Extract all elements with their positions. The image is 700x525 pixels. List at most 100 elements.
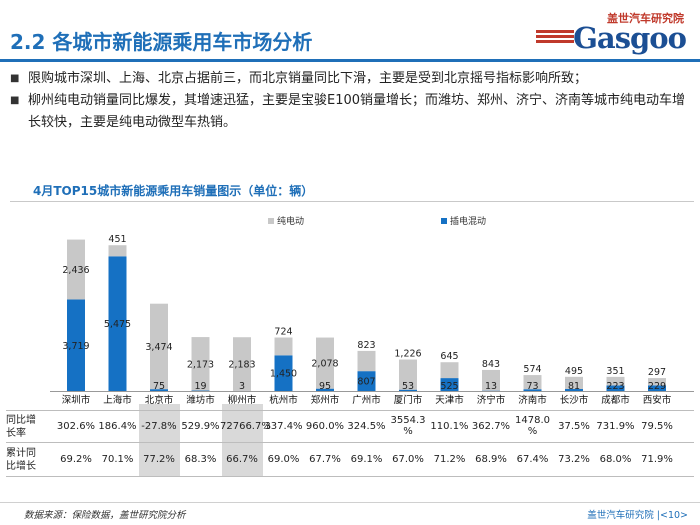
- data-label-ev: 2,436: [62, 265, 89, 276]
- data-label-ev: 2,173: [187, 359, 214, 370]
- x-tick-label: 北京市: [145, 394, 174, 406]
- table-cell-line: 67.7%: [309, 454, 341, 465]
- table-row-label-line: 长率: [6, 428, 26, 439]
- table-cell: 731.9%: [594, 421, 638, 432]
- bar-ev-3: [150, 303, 168, 390]
- table-cell-line: %: [403, 426, 413, 437]
- bar-phev-14: [606, 385, 625, 391]
- table-cell: 186.4%: [96, 421, 140, 432]
- x-tick-label: 广州市: [352, 394, 381, 406]
- shaded-column: [139, 404, 180, 476]
- bullet-square-icon: ■: [10, 73, 20, 84]
- table-cell: 1478.0%: [511, 415, 555, 437]
- table-rule: [6, 410, 694, 411]
- table-row-label: 同比增 长率: [6, 414, 36, 440]
- data-source: 数据来源：保险数据，盖世研究院分析: [24, 510, 186, 521]
- table-cell-line: 79.5%: [641, 421, 673, 432]
- table-cell-line: 73.2%: [558, 454, 590, 465]
- footer-divider: [0, 502, 700, 503]
- table-cell-line: 302.6%: [56, 421, 96, 432]
- table-cell: 71.2%: [428, 454, 472, 465]
- table-cell-line: 70.1%: [101, 454, 134, 465]
- bar-phev-12: [523, 389, 542, 391]
- x-tick-label: 西安市: [643, 394, 672, 406]
- data-label-ev: 451: [108, 234, 126, 245]
- bar-phev-7: [316, 388, 334, 391]
- table-cell-line: 69.2%: [60, 454, 92, 465]
- x-tick-label: 成都市: [601, 394, 630, 406]
- table-cell: 529.9%: [179, 421, 223, 432]
- table-cell-line: 71.9%: [641, 454, 673, 465]
- bar-phev-15: [648, 385, 666, 391]
- x-tick-label: 济宁市: [477, 394, 506, 406]
- bullet-square-icon: ■: [10, 95, 20, 106]
- table-cell-line: 324.5%: [347, 421, 386, 432]
- bullet-item: ■ 限购城市深圳、上海、北京占据前三，而北京销量同比下滑，主要是受到北京摇号指标…: [10, 68, 692, 90]
- table-row-label-line: 比增长: [6, 461, 36, 472]
- data-label-ev: 3,474: [145, 342, 172, 353]
- bar-phev-8: [357, 371, 376, 391]
- table-cell-line: 72766.7%: [220, 421, 271, 432]
- data-label-ev: 351: [606, 366, 624, 377]
- x-tick-label: 杭州市: [269, 394, 298, 406]
- bar-ev-10: [440, 362, 459, 379]
- bar-ev-13: [565, 376, 583, 390]
- legend-label: 纯电动: [277, 215, 304, 227]
- table-cell: 69.0%: [262, 454, 306, 465]
- bar-ev-7: [316, 337, 334, 389]
- table-cell: 67.0%: [386, 454, 430, 465]
- bar-ev-5: [233, 337, 251, 391]
- table-cell-line: 68.3%: [184, 454, 217, 465]
- table-cell-line: 731.9%: [596, 421, 635, 432]
- table-cell-line: 68.0%: [599, 454, 632, 465]
- table-cell-line: 68.9%: [475, 454, 507, 465]
- logo-wordmark: Gasgoo: [573, 21, 687, 55]
- table-cell: 79.5%: [635, 421, 679, 432]
- table-cell-line: 66.7%: [226, 454, 258, 465]
- bar-phev-10: [440, 378, 459, 391]
- bar-ev-15: [648, 378, 666, 386]
- bar-phev-9: [399, 389, 417, 391]
- table-cell-line: 960.0%: [305, 421, 345, 432]
- data-label-phev: 229: [648, 381, 666, 392]
- bar-phev-3: [150, 389, 168, 391]
- footer-org-page: 盖世汽车研究院 |<10>: [587, 510, 688, 521]
- table-cell: 362.7%: [469, 421, 513, 432]
- table-cell-line: 1478.0: [515, 415, 550, 426]
- bar-ev-1: [67, 239, 85, 300]
- table-cell-line: 186.4%: [98, 421, 137, 432]
- table-cell: 302.6%: [54, 421, 98, 432]
- data-label-phev: 525: [440, 381, 458, 392]
- data-label-phev: 223: [606, 381, 624, 392]
- legend-swatch: [268, 218, 274, 224]
- table-row-label-line: 同比增: [6, 415, 36, 426]
- x-tick-label: 上海市: [103, 394, 132, 406]
- data-label-phev: 19: [194, 381, 206, 392]
- table-cell: 69.1%: [345, 454, 389, 465]
- x-tick-label: 天津市: [435, 394, 464, 406]
- table-cell-line: -27.8%: [141, 421, 177, 432]
- data-label-ev: 2,078: [311, 359, 338, 370]
- table-cell: -27.8%: [137, 421, 181, 432]
- stacked-bar-chart: 纯电动 插电混动 3,719 2,436 深圳市 5,475 451 上海市 75 3,474 北京…: [50, 215, 694, 406]
- table-cell: 71.9%: [635, 454, 679, 465]
- data-label-phev: 13: [485, 381, 497, 392]
- shaded-column: [222, 404, 263, 476]
- table-cell: 37.5%: [552, 421, 596, 432]
- table-cell: 110.1%: [428, 421, 472, 432]
- x-tick-label: 郑州市: [311, 394, 340, 406]
- bar-ev-12: [523, 375, 542, 390]
- bullet-text: 柳州纯电动销量同比爆发，其增速迅猛，主要是宝骏E100销量增长；而潍坊、郑州、济…: [28, 93, 686, 130]
- table-cell-line: 37.5%: [558, 421, 590, 432]
- x-tick-label: 厦门市: [394, 394, 423, 406]
- table-cell-line: 110.1%: [430, 421, 469, 432]
- x-tick-label: 柳州市: [228, 394, 257, 406]
- x-tick-label: 长沙市: [560, 394, 589, 406]
- table-cell: 72766.7%: [220, 421, 271, 432]
- table-cell-line: 67.0%: [392, 454, 424, 465]
- table-cell: 69.2%: [54, 454, 98, 465]
- table-cell-line: 69.1%: [350, 454, 383, 465]
- table-cell: 960.0%: [303, 421, 347, 432]
- chart-legend: 纯电动 插电混动: [268, 215, 486, 227]
- data-label-phev: 75: [153, 381, 165, 392]
